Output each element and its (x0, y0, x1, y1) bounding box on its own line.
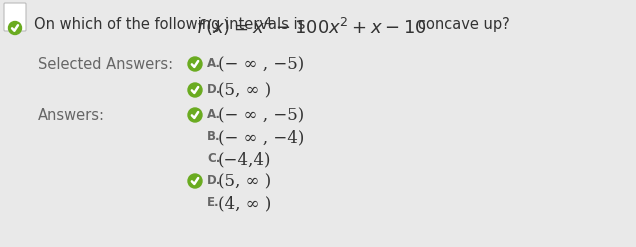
Text: (− ∞ , −5): (− ∞ , −5) (218, 56, 304, 73)
Text: (− ∞ , −5): (− ∞ , −5) (218, 107, 304, 124)
Text: (−4,4): (−4,4) (218, 151, 272, 168)
Text: A.: A. (207, 57, 221, 70)
Text: B.: B. (207, 130, 221, 143)
Text: D.: D. (207, 83, 221, 96)
Text: A.: A. (207, 108, 221, 121)
Text: concave up?: concave up? (418, 17, 509, 32)
FancyBboxPatch shape (4, 3, 26, 31)
Text: Selected Answers:: Selected Answers: (38, 57, 173, 72)
Text: D.: D. (207, 174, 221, 187)
Text: (− ∞ , −4): (− ∞ , −4) (218, 129, 305, 146)
Text: $f\,(x) = x^4 - 100x^2 + x - 10$: $f\,(x) = x^4 - 100x^2 + x - 10$ (196, 16, 427, 38)
Text: (4, ∞ ): (4, ∞ ) (218, 195, 272, 212)
Circle shape (8, 21, 22, 35)
Text: On which of the following intervals is: On which of the following intervals is (34, 17, 310, 32)
Text: C.: C. (207, 152, 221, 165)
Text: (5, ∞ ): (5, ∞ ) (218, 82, 271, 99)
Circle shape (188, 83, 202, 97)
Text: E.: E. (207, 196, 219, 209)
Text: Answers:: Answers: (38, 108, 105, 123)
Text: (5, ∞ ): (5, ∞ ) (218, 173, 271, 190)
Circle shape (188, 174, 202, 188)
Circle shape (188, 108, 202, 122)
Circle shape (188, 57, 202, 71)
